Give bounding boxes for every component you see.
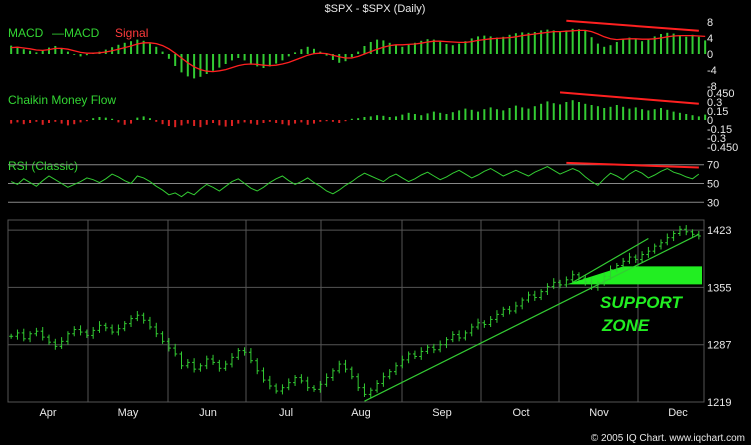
month-tick-label: Apr [39,407,56,419]
macd-tick-label: -8 [707,81,717,93]
price-tick-label: 1355 [707,282,731,294]
copyright: © 2005 IQ Chart. www.iqchart.com [591,433,745,444]
price-tick-label: 1287 [707,340,731,352]
macd-tick-label: 0 [707,49,713,61]
cmf-tick-label: 0.450 [707,88,735,100]
chart-title: $SPX - $SPX (Daily) [325,3,426,15]
rsi-tick-label: 30 [707,197,719,209]
macd-panel: MACD —MACD Signal 8 4 0 -4 -8 [8,17,717,93]
price-panel: 1423 1355 1287 1219 Apr May Jun Jul Aug Sep Oct No… [7,219,731,419]
month-tick-label: Aug [351,407,371,419]
signal-series-legend: Signal [115,26,148,40]
cmf-label: Chaikin Money Flow [8,93,116,107]
cmf-tick-label: -0.15 [707,124,732,136]
month-tick-label: Jul [279,407,293,419]
rsi-divergence-trendline [566,161,699,169]
macd-tick-label: 8 [707,17,713,29]
cmf-tick-label: 0 [707,115,713,127]
support-zone-fill [566,266,702,285]
macd-series-legend: —MACD [52,26,100,40]
macd-tick-label: -4 [707,65,717,77]
rsi-panel: RSI (Classic) 70 50 30 [8,159,719,209]
support-zone-label-line2: ZONE [601,316,650,335]
month-tick-label: Oct [512,407,529,419]
support-zone-label-line1: SUPPORT [600,293,683,312]
macd-tick-label: 4 [707,33,713,45]
cmf-tick-label: -0.3 [707,133,726,145]
month-tick-label: Jun [199,407,217,419]
rsi-line [10,166,700,198]
month-tick-label: Nov [589,407,609,419]
macd-divergence-trendline [566,19,699,32]
signal-line [11,29,706,73]
price-tick-label: 1423 [707,225,731,237]
cmf-panel: Chaikin Money Flow 0.4500.30.150-0.15-0.… [8,88,738,154]
cmf-divergence-trendline [559,91,699,105]
month-tick-label: Dec [668,407,688,419]
support-zone-edge [572,238,649,283]
cmf-tick-label: 0.15 [707,106,728,118]
cmf-tick-label: -0.450 [707,142,738,154]
price-uptrend-line [364,233,700,402]
rsi-tick-label: 70 [707,160,719,172]
rsi-tick-label: 50 [707,179,719,191]
macd-label: MACD [8,26,44,40]
cmf-tick-label: 0.3 [707,97,722,109]
month-tick-label: May [118,407,139,419]
price-tick-label: 1219 [707,397,731,409]
rsi-label: RSI (Classic) [8,159,78,173]
month-tick-label: Sep [432,407,452,419]
